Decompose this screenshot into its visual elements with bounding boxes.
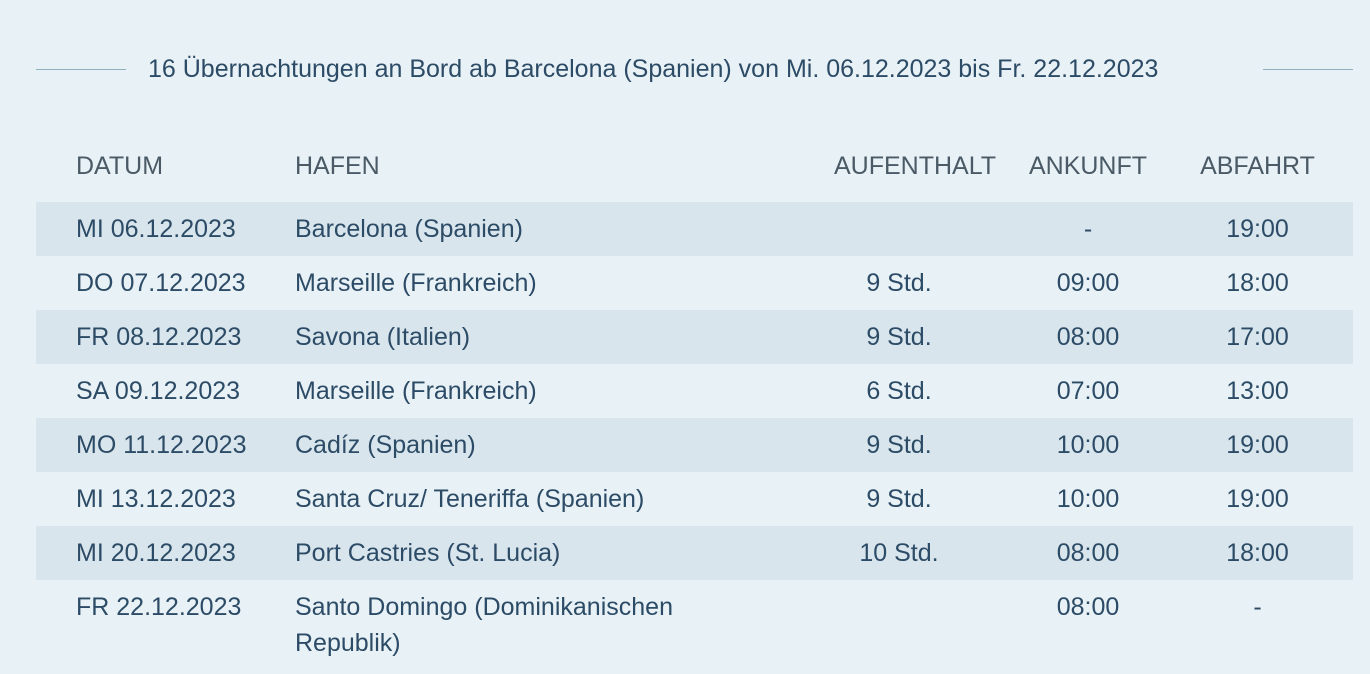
row-arrival: 08:00 xyxy=(1014,310,1162,364)
row-arrival: 07:00 xyxy=(1056,377,1120,405)
headline-text: 16 Übernachtungen an Bord ab Barcelona (… xyxy=(148,55,1159,83)
row-date: MI 06.12.2023 xyxy=(36,202,295,256)
itinerary-table: DATUM HAFEN AUFENTHALT ANKUNFT ABFAHRT M… xyxy=(36,130,1353,663)
table-row: MI 13.12.2023 Santa Cruz/ Teneriffa (Spa… xyxy=(36,472,1353,526)
row-stay xyxy=(834,580,1014,663)
row-date: FR 08.12.2023 xyxy=(36,310,295,364)
table-row: FR 08.12.2023 Savona (Italien) 9 Std. 08… xyxy=(36,310,1353,364)
table-row: SA 09.12.2023 Marseille (Frankreich) 6 S… xyxy=(36,364,1353,418)
row-arrival: 08:00 xyxy=(1014,526,1162,580)
column-header-port: HAFEN xyxy=(295,151,380,180)
row-stay: 6 Std. xyxy=(866,377,932,405)
row-stay xyxy=(834,202,1014,256)
row-date: SA 09.12.2023 xyxy=(76,377,241,405)
table-row: FR 22.12.2023 Santo Domingo (Dominikanis… xyxy=(36,580,1353,663)
row-stay: 10 Std. xyxy=(834,526,1014,580)
row-arrival: 09:00 xyxy=(1056,269,1120,297)
column-header-date: DATUM xyxy=(76,151,164,180)
row-stay: 9 Std. xyxy=(834,310,1014,364)
row-departure: 19:00 xyxy=(1162,202,1353,256)
headline-divider-left xyxy=(36,69,126,70)
row-port: Santo Domingo (Dominikanischen Republik) xyxy=(295,593,673,657)
table-row: MI 06.12.2023 Barcelona (Spanien) - 19:0… xyxy=(36,202,1353,256)
row-port: Savona (Italien) xyxy=(295,310,834,364)
row-departure: 19:00 xyxy=(1162,418,1353,472)
row-port: Barcelona (Spanien) xyxy=(295,202,834,256)
row-port: Santa Cruz/ Teneriffa (Spanien) xyxy=(295,485,645,513)
row-arrival: 10:00 xyxy=(1056,485,1120,513)
headline-divider-right xyxy=(1263,69,1353,70)
row-departure: 18:00 xyxy=(1226,269,1289,297)
row-port: Port Castries (St. Lucia) xyxy=(295,526,834,580)
row-departure: - xyxy=(1253,593,1262,621)
row-port: Marseille (Frankreich) xyxy=(295,377,537,405)
row-arrival: - xyxy=(1014,202,1162,256)
row-date: DO 07.12.2023 xyxy=(76,269,246,297)
row-date: MI 13.12.2023 xyxy=(76,485,236,513)
table-row: DO 07.12.2023 Marseille (Frankreich) 9 S… xyxy=(36,256,1353,310)
itinerary-headline: 16 Übernachtungen an Bord ab Barcelona (… xyxy=(0,48,1370,90)
table-header-row: DATUM HAFEN AUFENTHALT ANKUNFT ABFAHRT xyxy=(36,130,1353,202)
row-arrival: 08:00 xyxy=(1056,593,1120,621)
table-row: MI 20.12.2023 Port Castries (St. Lucia) … xyxy=(36,526,1353,580)
row-stay: 9 Std. xyxy=(866,269,932,297)
table-row: MO 11.12.2023 Cadíz (Spanien) 9 Std. 10:… xyxy=(36,418,1353,472)
row-port: Cadíz (Spanien) xyxy=(295,418,834,472)
row-stay: 9 Std. xyxy=(834,418,1014,472)
row-stay: 9 Std. xyxy=(866,485,932,513)
row-port: Marseille (Frankreich) xyxy=(295,269,537,297)
column-header-arrival: ANKUNFT xyxy=(1028,151,1148,180)
row-departure: 19:00 xyxy=(1226,485,1289,513)
row-departure: 13:00 xyxy=(1226,377,1289,405)
row-date: MI 20.12.2023 xyxy=(36,526,295,580)
row-date: MO 11.12.2023 xyxy=(36,418,295,472)
row-arrival: 10:00 xyxy=(1014,418,1162,472)
column-header-departure: ABFAHRT xyxy=(1200,151,1315,180)
row-departure: 17:00 xyxy=(1162,310,1353,364)
column-header-stay: AUFENTHALT xyxy=(834,151,997,180)
row-departure: 18:00 xyxy=(1162,526,1353,580)
row-date: FR 22.12.2023 xyxy=(76,593,242,621)
